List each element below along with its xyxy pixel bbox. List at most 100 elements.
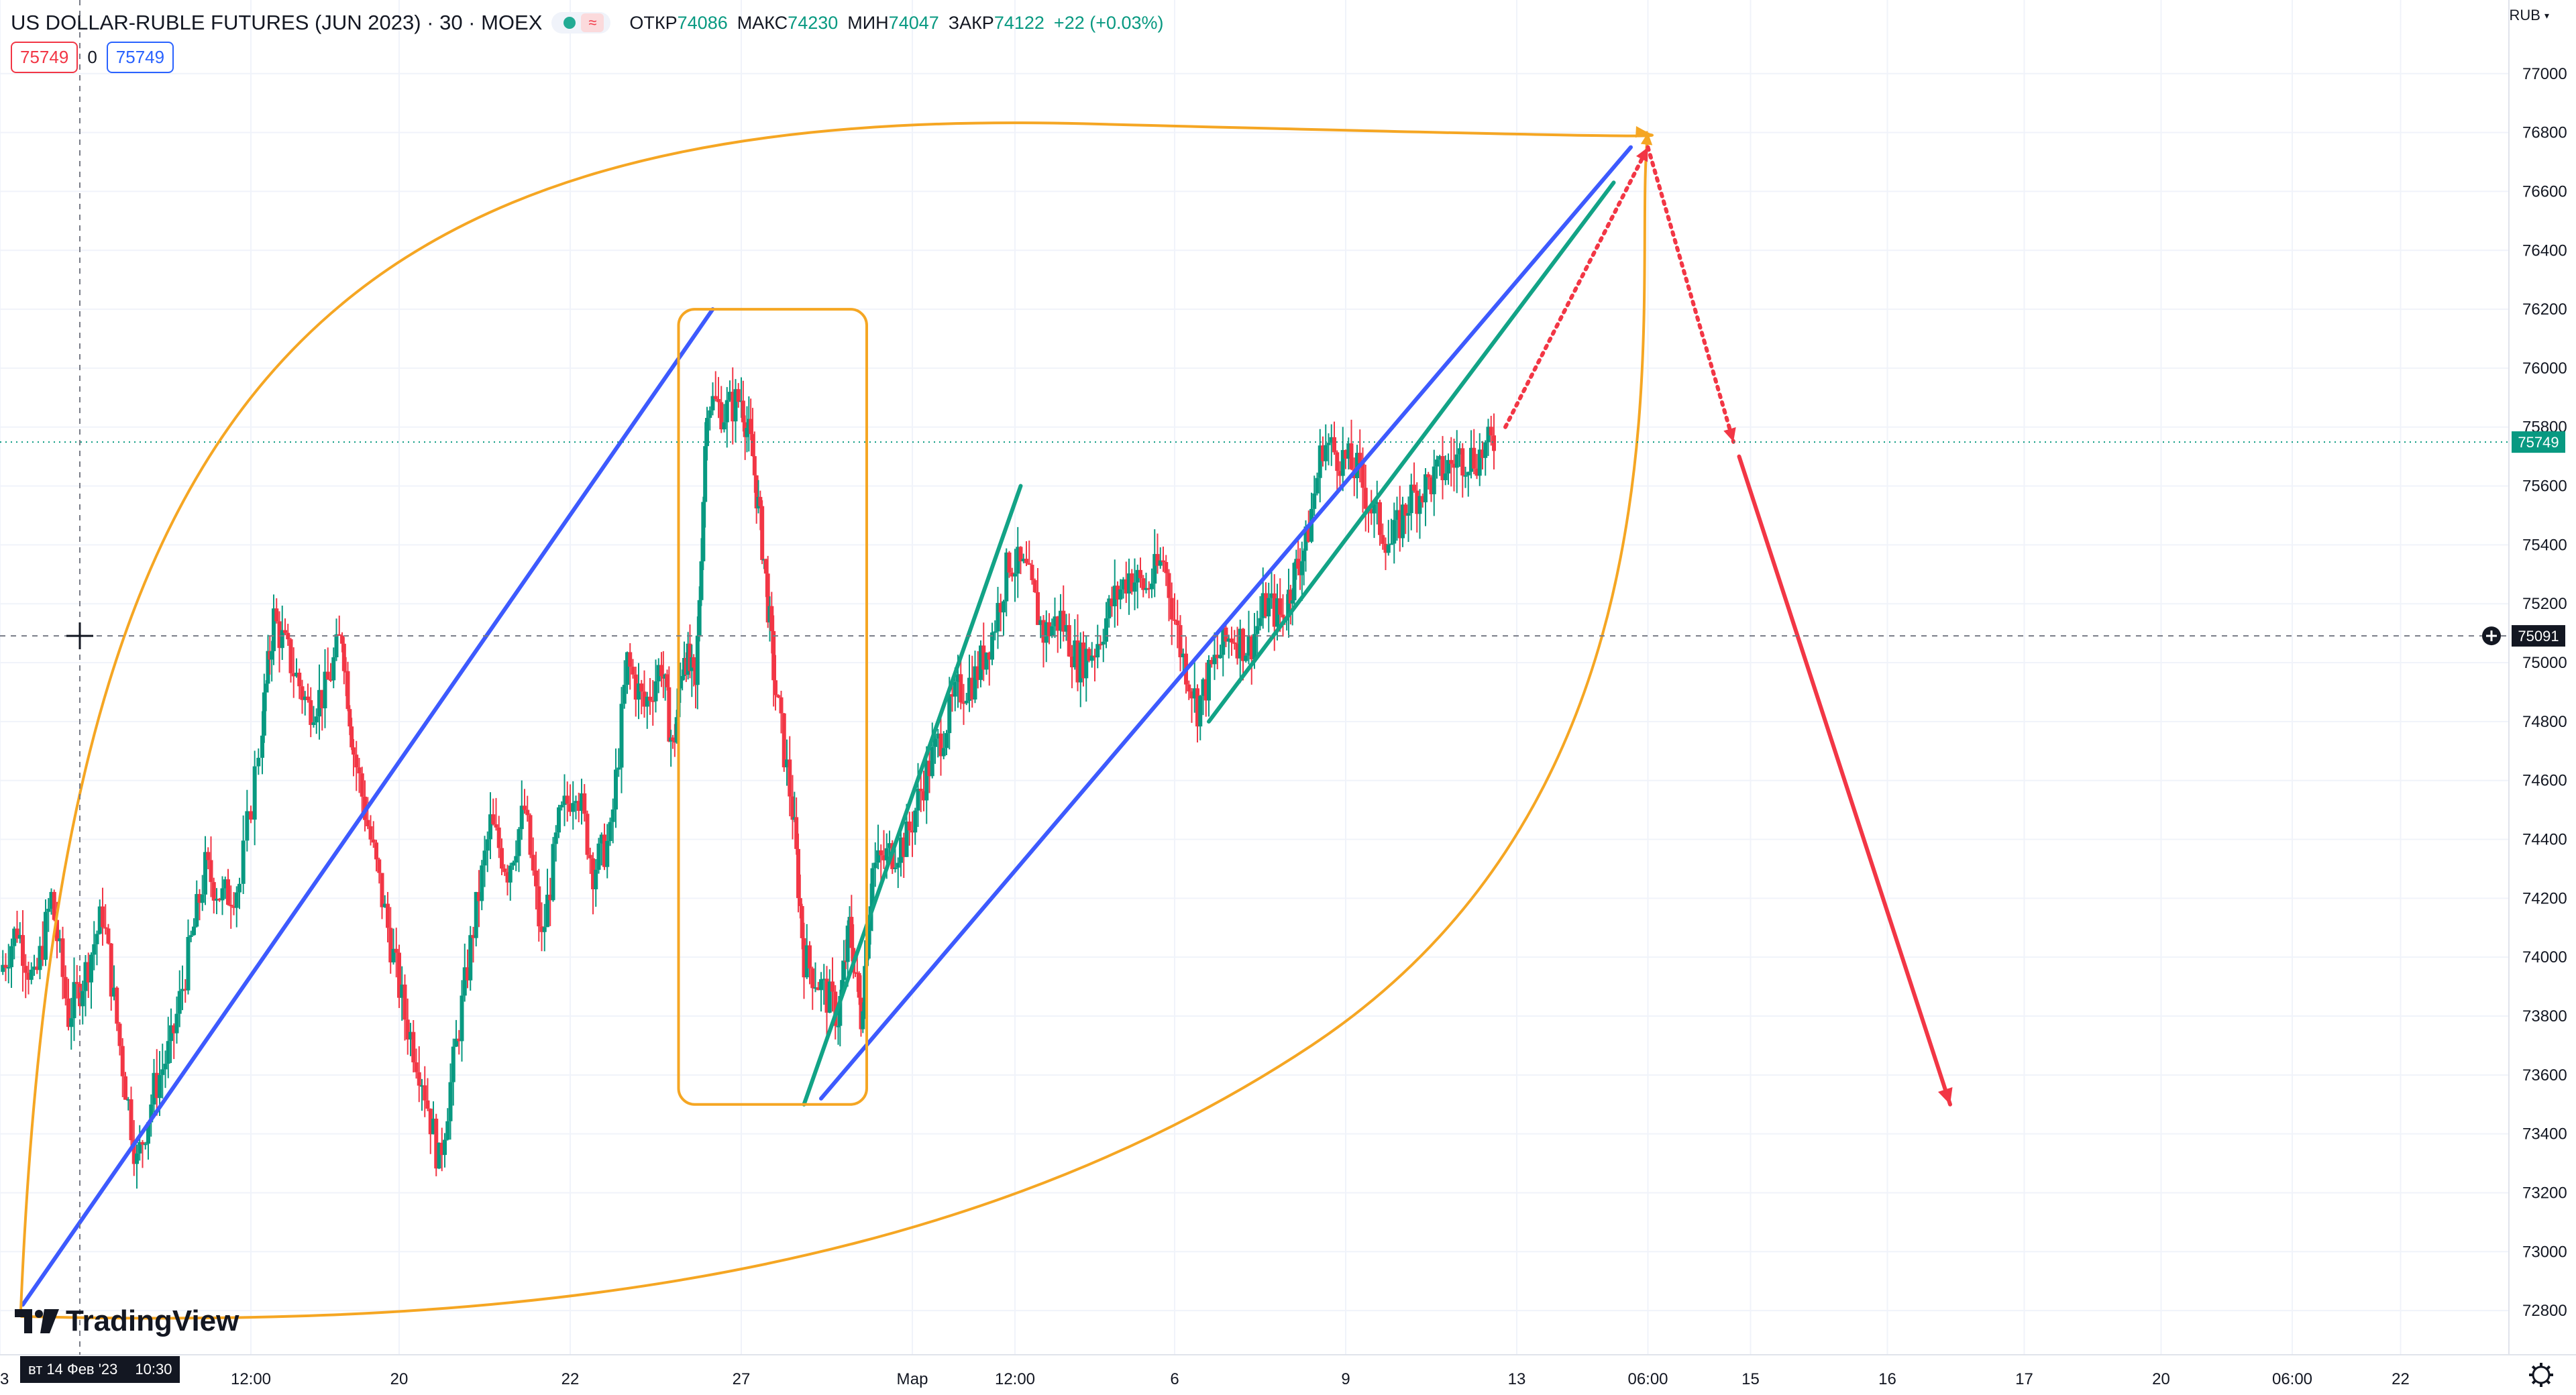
sell-button[interactable]: 75749 <box>11 42 78 73</box>
candle-body <box>1267 598 1271 617</box>
candle-body <box>252 766 257 820</box>
candle-body <box>1175 620 1180 626</box>
buy-button[interactable]: 75749 <box>106 42 174 73</box>
symbol-title[interactable]: US DOLLAR-RUBLE FUTURES (JUN 2023) · 30 … <box>11 11 543 34</box>
red-dotted-arrow <box>1503 145 1650 429</box>
candle-body <box>126 1099 131 1101</box>
candle-body <box>1095 644 1100 658</box>
last-price-label-box <box>2512 431 2565 453</box>
candle-body <box>642 691 647 707</box>
candle-body <box>1093 655 1097 658</box>
candle-body <box>405 1019 410 1040</box>
candle-body <box>482 850 487 866</box>
time-tick-label: 20 <box>390 1370 409 1388</box>
time-axis: 13 12:00 20 22 27 Мар 12:00 6 9 13 06:00 15 16 17 20 06… <box>0 1354 2576 1388</box>
candle-body <box>291 673 296 677</box>
candle-body <box>169 1025 173 1042</box>
candle-body <box>907 821 912 831</box>
candle-body <box>782 713 786 768</box>
ohlc-values: ОТКР74086 МАКС74230 МИН74047 ЗАКР74122 +… <box>629 13 1163 34</box>
candle-body <box>1124 579 1128 594</box>
candle-body <box>752 456 757 476</box>
candle-body <box>1481 449 1485 458</box>
candle-body <box>300 686 305 700</box>
time-tick-label: 17 <box>2015 1370 2033 1388</box>
candle-body <box>306 696 310 701</box>
candle-body <box>798 898 802 907</box>
candle-body <box>1152 554 1157 584</box>
candle-body <box>708 410 712 418</box>
candle-body <box>1127 573 1131 594</box>
candle-body <box>1118 589 1123 600</box>
candle-body <box>896 862 900 868</box>
candle-body <box>1210 659 1214 665</box>
price-tick-label: 74800 <box>2522 713 2567 731</box>
candle-body <box>95 934 99 944</box>
price-tick-label: 75200 <box>2522 595 2567 613</box>
arrow-head <box>1937 1086 1953 1105</box>
candle-body <box>314 716 319 723</box>
candle-body <box>1212 655 1217 665</box>
candle-body <box>1150 583 1154 590</box>
candle-body <box>582 793 587 814</box>
candle-body <box>286 632 290 640</box>
candle-body <box>129 1099 133 1141</box>
candle-body <box>1326 443 1331 445</box>
candle-body <box>1064 625 1069 632</box>
candle-body <box>1372 504 1377 514</box>
candle-body <box>998 603 1003 613</box>
time-tick-label: 22 <box>2392 1370 2410 1388</box>
candle-body <box>1378 502 1382 535</box>
arrow-head <box>1723 427 1736 442</box>
market-status-pill[interactable]: ≈ <box>551 12 611 34</box>
candle-body <box>1392 520 1397 544</box>
candle-body <box>237 883 241 893</box>
candle-body <box>260 735 264 758</box>
candle-body <box>152 1072 156 1105</box>
candle-body <box>539 926 544 932</box>
candle-body <box>462 967 467 996</box>
candle-body <box>1221 627 1226 655</box>
candle-body <box>810 968 815 989</box>
candle-body <box>884 848 889 860</box>
candle-body <box>719 402 724 430</box>
blue-trend-line <box>21 307 715 1307</box>
candle-body <box>337 634 341 636</box>
green-trend-line <box>1207 180 1616 724</box>
price-tick-label: 76200 <box>2522 300 2567 319</box>
candle-body <box>58 938 62 942</box>
settings-gear-icon[interactable] <box>2529 1363 2553 1387</box>
candle-body <box>334 634 339 658</box>
candle-body <box>866 930 871 959</box>
currency-selector[interactable]: RUB ▾ <box>2510 7 2549 24</box>
tradingview-logo[interactable]: TradingView <box>15 1304 239 1338</box>
candle-body <box>1203 679 1208 701</box>
candle-body <box>1483 442 1488 458</box>
candle-body <box>256 757 261 767</box>
gear-tooth <box>2531 1380 2536 1385</box>
candle-body <box>1252 634 1256 660</box>
candle-body <box>485 839 490 851</box>
candle-body <box>674 717 679 743</box>
candle-body <box>594 869 598 889</box>
candle-body <box>1303 526 1308 551</box>
candle-body <box>930 746 934 777</box>
candle-body <box>1110 598 1114 606</box>
candle-body <box>496 827 501 848</box>
candle-body <box>55 919 59 942</box>
candle-body <box>234 892 239 908</box>
candle-body <box>180 989 184 991</box>
candle-body <box>710 396 715 410</box>
candle-body <box>993 631 998 633</box>
candle-body <box>523 805 527 810</box>
candle-body <box>140 1141 145 1145</box>
gear-tooth <box>2546 1365 2551 1370</box>
candle-body <box>924 761 929 801</box>
crosshair-date-label: вт 14 Фев '23 10:30 <box>20 1356 180 1383</box>
candle-body <box>1381 535 1385 544</box>
candle-body <box>990 632 994 660</box>
candle-body <box>616 767 621 770</box>
candle-body <box>1192 688 1197 699</box>
